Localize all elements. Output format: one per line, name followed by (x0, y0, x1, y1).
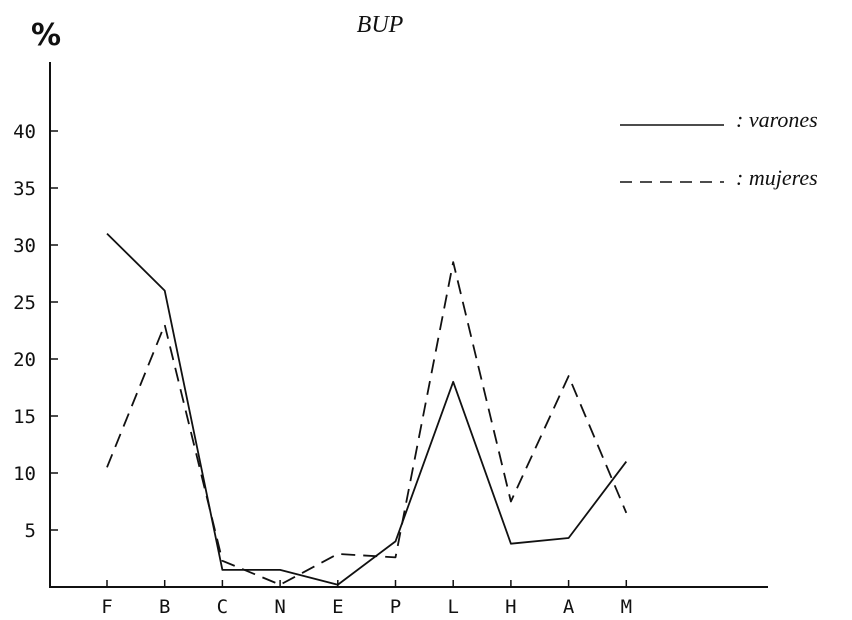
series-lines (106, 232, 628, 586)
series-line-varones (106, 232, 628, 586)
y-axis-label: % (31, 18, 61, 53)
series-line-mujeres (106, 261, 628, 586)
y-ticks: 5 10 15 20 25 30 35 40 (13, 121, 58, 542)
x-tick-label: H (505, 596, 516, 618)
x-tick-label: M (621, 596, 632, 618)
x-tick-label: B (159, 596, 170, 618)
x-tick-label: E (332, 596, 343, 618)
x-tick-label: P (390, 596, 401, 618)
y-tick-label: 10 (13, 463, 36, 485)
x-tick-label: L (447, 596, 458, 618)
y-tick-label: 5 (25, 520, 36, 542)
y-tick-label: 25 (13, 292, 36, 314)
x-tick-label: N (274, 596, 285, 618)
y-tick-label: 20 (13, 349, 36, 371)
x-tick-label: A (563, 596, 575, 618)
y-tick-label: 15 (13, 406, 36, 428)
legend-label-varones: : varones (736, 107, 818, 132)
chart-title: BUP (357, 12, 404, 38)
x-tick-label: F (101, 596, 112, 618)
x-tick-label: C (217, 596, 228, 618)
y-tick-label: 35 (13, 178, 36, 200)
legend: : varones : mujeres (620, 107, 818, 190)
y-tick-label: 30 (13, 235, 36, 257)
y-tick-label: 40 (13, 121, 36, 143)
legend-label-mujeres: : mujeres (736, 165, 818, 190)
